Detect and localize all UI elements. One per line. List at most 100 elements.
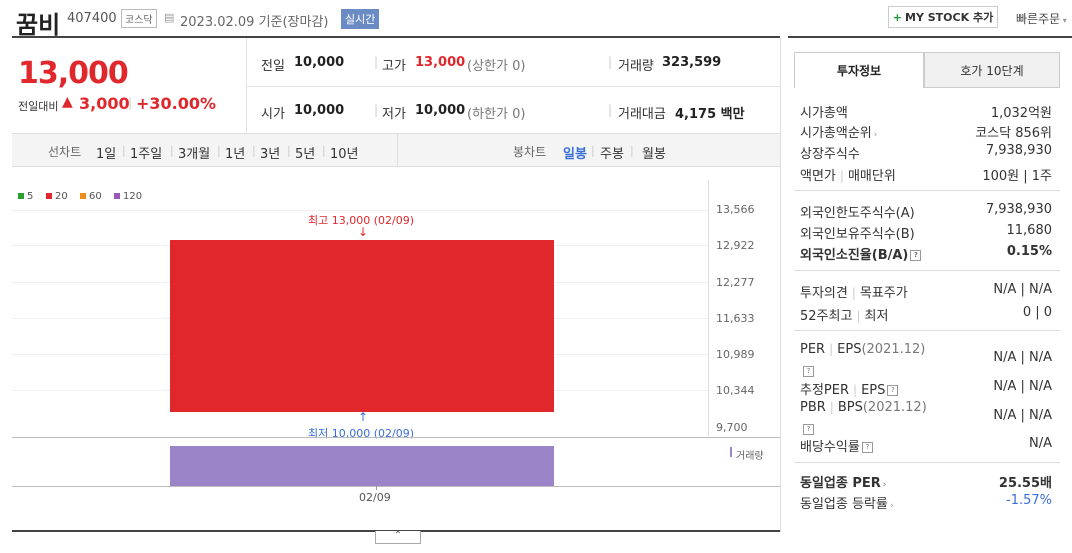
stock-name: 꿈비: [16, 11, 61, 39]
y-tick: 11,633: [716, 312, 755, 325]
help-icon[interactable]: ?: [887, 385, 899, 396]
foreign-ratio-label: 외국인소진율(B/A)?: [800, 244, 922, 263]
est-eps-text: EPS: [861, 383, 886, 398]
trading-unit-text: 매매단위: [847, 169, 896, 184]
market-cap-value: 1,032억원: [990, 106, 1052, 121]
par-value-text: 액면가: [800, 169, 836, 184]
foreign-holding-label: 외국인보유주식수(B): [800, 227, 915, 242]
opinion-text: 투자의견: [800, 286, 848, 301]
open-value: 10,000: [294, 103, 345, 118]
tab-investment-info[interactable]: 투자정보: [794, 52, 924, 88]
pbr-year: (2021.12): [862, 400, 927, 415]
chevron-up-icon: ⌃: [393, 530, 403, 541]
divider: |: [851, 286, 856, 300]
y-tick: 12,922: [716, 239, 755, 252]
candle-daily[interactable]: 일봉: [563, 147, 587, 162]
dividend-text: 배당수익률: [800, 440, 860, 455]
est-per-text: 추정PER: [800, 383, 850, 398]
legend-ma60: 60: [80, 191, 102, 202]
add-mystock-label: MY STOCK 추가: [905, 11, 994, 24]
collapse-button[interactable]: ⌃: [375, 531, 421, 544]
industry-rate-label[interactable]: 동일업종 등락률 ›: [800, 493, 893, 512]
header-divider: [12, 36, 780, 38]
market-cap-rank-label[interactable]: 시가총액순위 ›: [800, 122, 877, 141]
period-1y[interactable]: 1년: [225, 147, 246, 162]
divider: |: [322, 144, 326, 157]
volume-value: 323,599: [662, 55, 722, 70]
trade-amount-label: 거래대금: [618, 107, 666, 122]
volume-bar[interactable]: [170, 446, 554, 486]
candle-bar[interactable]: [170, 240, 554, 412]
upper-limit-note: (상한가 0): [467, 59, 526, 74]
candle-weekly[interactable]: 주봉: [600, 147, 624, 162]
low-value: 10,000: [415, 103, 466, 118]
volume-legend-label: 거래량: [736, 451, 764, 462]
x-tick-mark: [376, 486, 377, 490]
stock-code: 407400: [67, 11, 117, 26]
pbr-help[interactable]: ?: [801, 419, 814, 438]
legend-label: 60: [89, 191, 102, 202]
period-3m[interactable]: 3개월: [178, 147, 211, 162]
period-1w[interactable]: 1주일: [130, 147, 163, 162]
base-date: 2023.02.09 기준(장마감): [180, 15, 329, 30]
prev-close-value: 10,000: [294, 55, 345, 70]
divider: [246, 86, 780, 87]
divider: |: [853, 383, 858, 397]
x-axis: [12, 486, 780, 487]
y-tick: 9,700: [716, 421, 748, 434]
help-icon[interactable]: ?: [861, 442, 873, 453]
legend-swatch: [46, 193, 52, 199]
period-3y[interactable]: 3년: [260, 147, 281, 162]
target-price-text: 목표주가: [859, 286, 908, 301]
divider: |: [374, 103, 379, 117]
candle-chart-label: 봉차트: [513, 145, 547, 159]
opinion-label: 투자의견 | 목표주가: [800, 282, 908, 301]
est-per-value: N/A | N/A: [993, 379, 1052, 394]
divider: |: [829, 342, 834, 356]
legend-ma120: 120: [114, 191, 142, 202]
low-annotation: 최저 10,000 (02/09): [308, 427, 415, 440]
divider: [794, 190, 1060, 191]
header-divider-right: [788, 36, 1072, 38]
week52-value: 0 | 0: [1022, 305, 1052, 320]
help-icon[interactable]: ?: [910, 250, 922, 261]
chart-divider: [12, 437, 780, 438]
legend-ma5: 5: [18, 191, 33, 202]
per-help[interactable]: ?: [801, 361, 814, 380]
volume-label: 거래량: [618, 59, 654, 74]
y-tick: 12,277: [716, 276, 755, 289]
market-cap-rank-value: 코스닥 856위: [975, 126, 1052, 141]
caret-down-icon: ▾: [1060, 16, 1067, 25]
quick-order-button[interactable]: 빠른주문 ▾: [1016, 10, 1067, 27]
divider: |: [839, 169, 844, 183]
tab-orderbook[interactable]: 호가 10단계: [924, 52, 1060, 88]
help-icon[interactable]: ?: [803, 424, 814, 435]
y-tick: 10,344: [716, 384, 755, 397]
industry-per-text: 동일업종 PER: [800, 476, 881, 491]
industry-per-label[interactable]: 동일업종 PER ›: [800, 472, 887, 491]
week52-high-text: 52주최고: [800, 309, 853, 324]
divider: |: [591, 144, 595, 157]
tab-border: [924, 87, 1060, 88]
per-value: N/A | N/A: [993, 350, 1052, 365]
period-5y[interactable]: 5년: [295, 147, 316, 162]
dividend-value: N/A: [1029, 436, 1052, 451]
divider: [794, 270, 1060, 271]
legend-ma20: 20: [46, 191, 68, 202]
grid-line: [12, 210, 708, 211]
legend-swatch: [114, 193, 120, 199]
candle-monthly[interactable]: 월봉: [642, 147, 666, 162]
add-mystock-button[interactable]: + MY STOCK 추가: [888, 6, 998, 28]
panel-divider: [780, 38, 781, 532]
divider: |: [170, 144, 174, 157]
chevron-right-icon: ›: [882, 480, 887, 490]
period-10y[interactable]: 10년: [330, 147, 359, 162]
period-1d[interactable]: 1일: [96, 147, 117, 162]
help-icon[interactable]: ?: [803, 366, 814, 377]
pbr-text: PBR: [800, 400, 826, 415]
divider: |: [217, 144, 221, 157]
bps-text: BPS: [837, 400, 863, 415]
market-cap-rank-text: 시가총액순위: [800, 126, 872, 141]
plus-icon: +: [892, 11, 903, 24]
live-button[interactable]: 실시간: [341, 9, 380, 29]
